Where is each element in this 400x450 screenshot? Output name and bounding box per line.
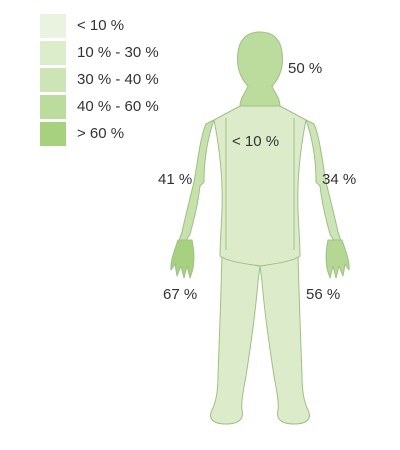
legend-label-4: 40 % - 60 %	[77, 98, 159, 115]
right-leg-region	[259, 251, 310, 425]
legend-label-5: > 60 %	[77, 125, 125, 142]
left-hand-region	[170, 239, 195, 279]
left-arm-value: 41 %	[158, 171, 193, 188]
torso-region	[213, 105, 307, 267]
torso-value: < 10 %	[232, 133, 280, 150]
legend-label-3: 30 % - 40 %	[77, 71, 159, 88]
legend-swatch-4	[40, 95, 66, 119]
head-neck-region	[237, 31, 283, 107]
legend-swatch-3	[40, 68, 66, 92]
left-leg-region	[210, 251, 261, 425]
legend-label-2: 10 % - 30 %	[77, 44, 159, 61]
legend-swatch-5	[40, 122, 66, 146]
right-arm-value: 34 %	[322, 171, 357, 188]
right-hand-region	[325, 239, 350, 279]
head-neck-value: 50 %	[288, 60, 323, 77]
left-hand-value: 67 %	[163, 286, 198, 303]
legend-swatch-2	[40, 41, 66, 65]
legend-label-1: < 10 %	[77, 17, 125, 34]
right-hand-value: 56 %	[306, 286, 341, 303]
legend-swatch-1	[40, 14, 66, 38]
